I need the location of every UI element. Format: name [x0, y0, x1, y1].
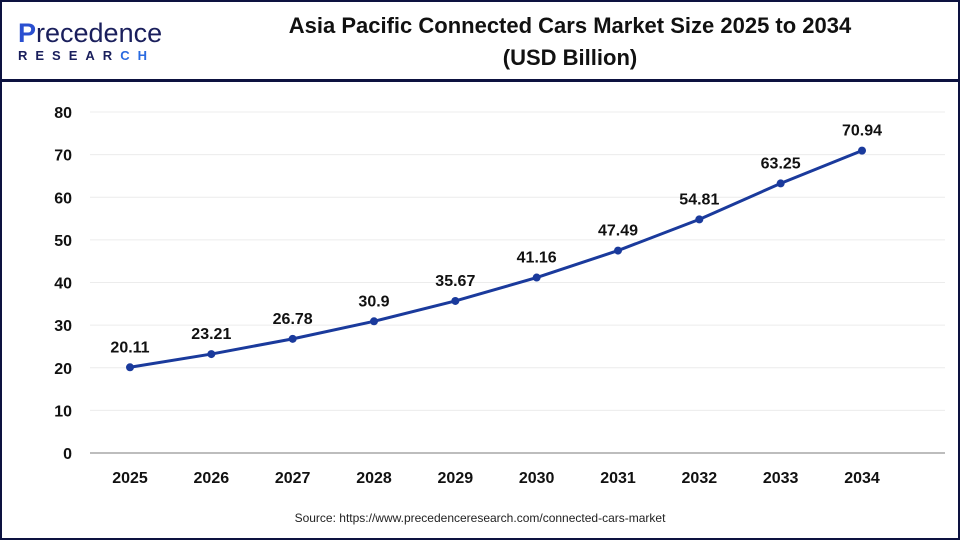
x-tick-label: 2026	[194, 470, 230, 487]
data-point	[776, 179, 785, 188]
y-tick-label: 0	[63, 446, 72, 463]
data-point	[695, 215, 704, 224]
title-line-1: Asia Pacific Connected Cars Market Size …	[288, 13, 852, 38]
data-label: 35.67	[435, 273, 475, 290]
logo-text: Precedence	[18, 18, 163, 48]
x-tick-label: 2025	[112, 470, 148, 487]
y-tick-label: 40	[54, 276, 72, 293]
logo-subtext: RESEARCH	[18, 48, 155, 63]
x-tick-label: 2032	[682, 470, 718, 487]
y-tick-label: 20	[54, 361, 72, 378]
chart-title: Asia Pacific Connected Cars Market Size …	[230, 10, 910, 74]
data-point	[532, 273, 541, 282]
data-label: 23.21	[191, 326, 231, 343]
source-note: Source: https://www.precedenceresearch.c…	[294, 511, 666, 525]
data-point	[370, 317, 378, 326]
header-divider	[0, 79, 960, 82]
title-line-2: (USD Billion)	[502, 45, 638, 70]
x-tick-label: 2029	[438, 470, 474, 487]
data-label: 70.94	[842, 123, 882, 140]
data-label: 30.9	[358, 293, 389, 310]
data-point	[126, 363, 134, 372]
data-label: 20.11	[110, 339, 149, 356]
data-label: 26.78	[273, 311, 313, 328]
data-point	[288, 334, 297, 343]
y-tick-label: 30	[54, 318, 72, 335]
y-tick-label: 50	[54, 233, 72, 250]
x-tick-label: 2033	[763, 470, 799, 487]
y-tick-label: 80	[54, 105, 72, 122]
data-label: 54.81	[679, 191, 719, 208]
x-tick-label: 2027	[275, 470, 311, 487]
data-point	[614, 246, 622, 255]
data-point	[451, 296, 460, 305]
x-tick-label: 2028	[356, 470, 392, 487]
x-tick-label: 2034	[844, 470, 880, 487]
series-line	[129, 149, 863, 369]
data-label: 47.49	[598, 223, 638, 240]
data-label: 41.16	[517, 250, 557, 267]
y-tick-label: 60	[54, 190, 72, 207]
data-point	[207, 350, 216, 359]
y-tick-label: 10	[54, 403, 72, 420]
y-tick-label: 70	[54, 148, 72, 165]
data-point	[858, 146, 866, 155]
x-tick-label: 2031	[600, 470, 636, 487]
data-label: 63.25	[761, 155, 801, 172]
logo: Precedence RESEARCH	[18, 18, 163, 64]
x-tick-label: 2030	[519, 470, 555, 487]
